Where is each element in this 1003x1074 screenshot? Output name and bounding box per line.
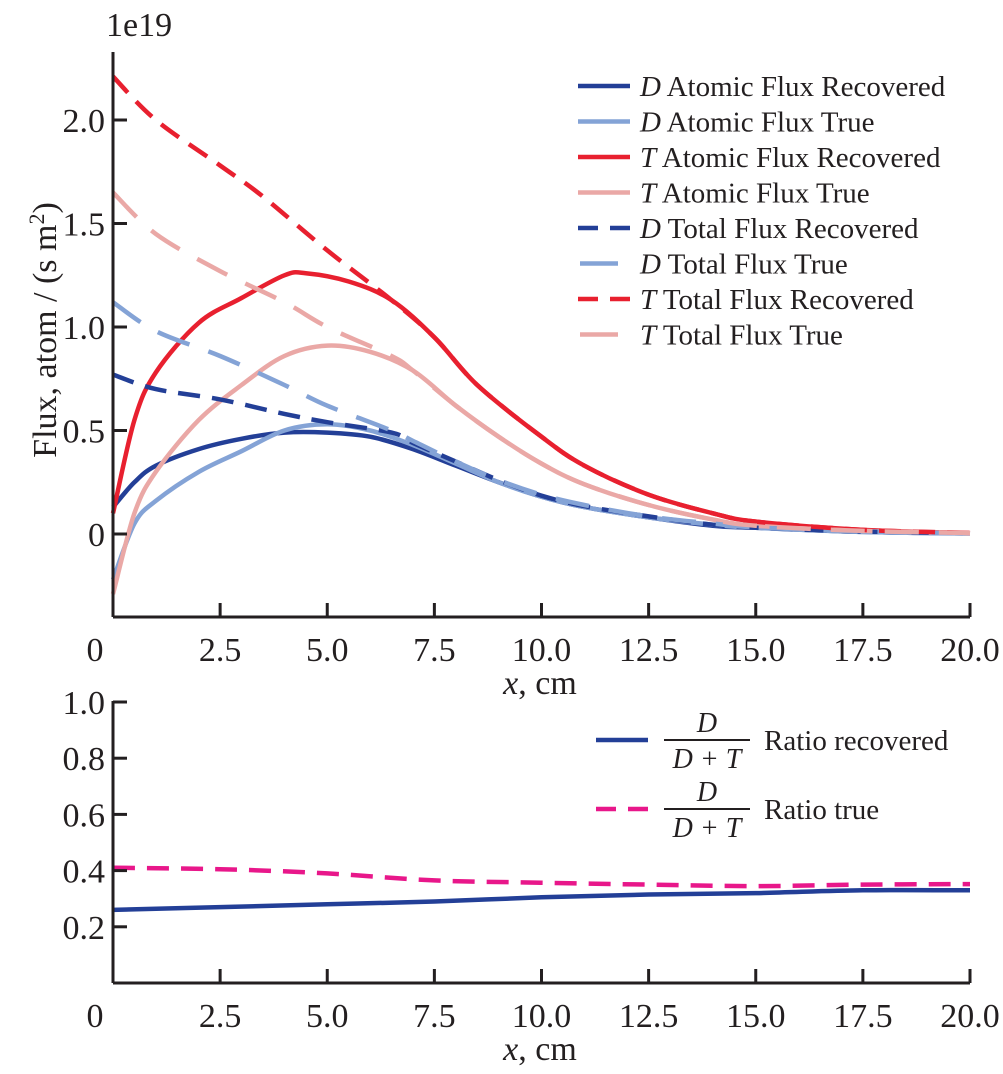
x-tick-label: 5.0	[306, 998, 349, 1035]
x-tick-label: 15.0	[726, 998, 786, 1035]
ratio-x-axis-label: x, cm	[502, 1031, 577, 1068]
legend-label: T Atomic Flux True	[640, 178, 870, 210]
ratio-y-ticks: 0.2 0.4 0.6 0.8 1.0	[63, 685, 127, 947]
series-line-t-total-flux-true	[111, 190, 971, 536]
legend-item: T Total Flux Recovered	[578, 284, 914, 316]
x-tick-label: 10.0	[512, 998, 572, 1035]
y-tick-label: 0.4	[63, 854, 106, 891]
x-tick-label: 2.5	[199, 998, 242, 1035]
x-tick-label: 12.5	[619, 998, 679, 1035]
series-line-t-total-flux-recovered	[111, 74, 971, 536]
legend-label: Ratio true	[764, 794, 879, 826]
y-tick-label: 0.5	[63, 414, 106, 451]
legend-label: T Total Flux True	[640, 320, 843, 352]
flux-y-label-close: )	[27, 202, 64, 213]
legend-label: T Total Flux Recovered	[640, 284, 914, 316]
legend-item: D D + T Ratio true	[596, 777, 879, 844]
legend-item: T Atomic Flux True	[578, 178, 870, 210]
flux-y-axis-label: Flux, atom / (s m2)	[24, 202, 64, 458]
x-tick-label: 20.0	[940, 632, 1000, 669]
x-tick-label: 5.0	[306, 632, 349, 669]
series-line-d-atomic-flux-true	[110, 422, 971, 581]
legend-item: D D + T Ratio recovered	[596, 708, 949, 775]
x-tick-label: 0	[87, 998, 104, 1035]
y-tick-label: 1.0	[63, 310, 106, 347]
x-tick-label: 0	[87, 632, 104, 669]
x-tick-label: 15.0	[726, 632, 786, 669]
x-tick-label: 7.5	[413, 632, 456, 669]
y-tick-label: 0	[88, 517, 105, 554]
legend-item: D Atomic Flux True	[578, 107, 874, 139]
flux-y-ticks: 0 0.5 1.0 1.5 2.0	[63, 103, 127, 554]
legend-fraction-denominator: D + T	[672, 744, 744, 775]
legend-fraction-numerator: D	[696, 708, 717, 739]
series-line-d-atomic-flux-recovered	[111, 429, 971, 536]
flux-x-axis-label: x, cm	[502, 665, 577, 702]
legend-label: T Atomic Flux Recovered	[640, 142, 941, 174]
x-tick-label: 12.5	[619, 632, 679, 669]
legend-label: D Atomic Flux Recovered	[639, 71, 946, 103]
flux-y-label-sup: 2	[24, 214, 49, 225]
x-tick-label: 2.5	[199, 632, 242, 669]
svg-text:Flux, atom / (s m2): Flux, atom / (s m2)	[24, 202, 64, 458]
y-tick-label: 1.5	[63, 207, 106, 244]
x-tick-label: 17.5	[833, 998, 893, 1035]
legend-item: T Atomic Flux Recovered	[578, 142, 941, 174]
flux-y-label-main: Flux, atom / (s m	[27, 225, 64, 458]
legend-item: D Total Flux True	[580, 249, 848, 281]
y-tick-label: 2.0	[63, 103, 106, 140]
series-line-d-d-t-ratio-recovered	[112, 887, 971, 913]
legend-label: D Total Flux True	[639, 249, 848, 281]
series-line-d-total-flux-recovered	[112, 372, 971, 536]
legend-label: D Atomic Flux True	[639, 107, 874, 139]
legend-label: Ratio recovered	[764, 725, 949, 757]
y-tick-label: 0.6	[63, 797, 106, 834]
legend-item: D Atomic Flux Recovered	[578, 71, 946, 103]
series-line-d-d-t-ratio-true	[112, 865, 971, 889]
ratio-chart: 0.2 0.4 0.6 0.8 1.0 0 2.5 5.0 7.5 10.0 12.5 15.0 17…	[63, 685, 1000, 1068]
y-tick-label: 0.2	[63, 910, 106, 947]
legend-fraction-denominator: D + T	[672, 813, 744, 844]
ratio-x-ticks: 0 2.5 5.0 7.5 10.0 12.5 15.0 17.5 20.0	[87, 969, 1000, 1035]
ratio-series-group	[112, 865, 971, 913]
offset-label: 1e19	[106, 7, 172, 44]
flux-legend: D Atomic Flux Recovered D Atomic Flux Tru…	[578, 71, 946, 352]
y-tick-label: 1.0	[63, 685, 106, 722]
flux-chart: 1e19 0 0.5 1.0 1.5 2.0 0 2.5 5.0 7.5 10.0 12.5 15.…	[24, 7, 1000, 702]
x-tick-label: 20.0	[940, 998, 1000, 1035]
y-tick-label: 0.8	[63, 741, 106, 778]
legend-item: D Total Flux Recovered	[578, 213, 919, 245]
legend-fraction-numerator: D	[696, 777, 717, 808]
legend-item: T Total Flux True	[580, 320, 843, 352]
x-tick-label: 17.5	[833, 632, 893, 669]
series-line-t-atomic-flux-true	[110, 343, 971, 595]
flux-series-group	[110, 74, 971, 595]
x-tick-label: 10.0	[512, 632, 572, 669]
legend-label: D Total Flux Recovered	[639, 213, 919, 245]
flux-x-ticks: 0 2.5 5.0 7.5 10.0 12.5 15.0 17.5 20.0	[87, 603, 1000, 669]
x-tick-label: 7.5	[413, 998, 456, 1035]
